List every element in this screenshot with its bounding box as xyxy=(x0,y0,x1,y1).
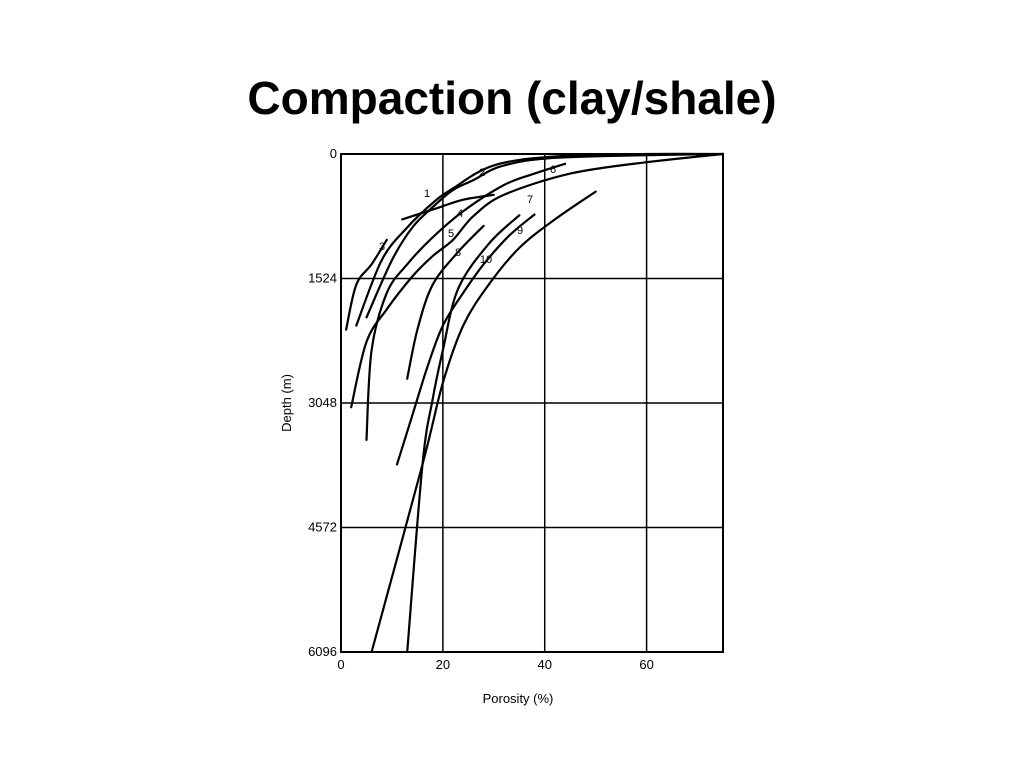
series-label-4: 4 xyxy=(457,208,463,220)
x-tick-label: 40 xyxy=(537,657,551,672)
slide-title: Compaction (clay/shale) xyxy=(247,72,777,124)
series-line-2 xyxy=(365,152,725,319)
series-label-7: 7 xyxy=(527,194,533,206)
x-tick-label: 0 xyxy=(337,657,344,672)
series-line-8 xyxy=(406,214,521,654)
series-labels: 1 2 3 45 6 7 8 9 10 xyxy=(379,164,556,266)
x-tick-labels: 0 20 40 60 xyxy=(337,657,653,672)
y-axis-label: Depth (m) xyxy=(279,374,294,432)
series-line-1 xyxy=(355,152,725,327)
series-label-2: 2 xyxy=(479,167,485,179)
series-line-6 xyxy=(365,162,567,441)
series-label-3: 3 xyxy=(379,241,385,253)
series-line-9 xyxy=(370,190,597,654)
series-label-10: 10 xyxy=(480,254,492,266)
series-label-8: 8 xyxy=(455,247,461,259)
series-label-5: 5 xyxy=(448,228,454,240)
y-tick-label: 1524 xyxy=(308,271,337,286)
series-label-1: 1 xyxy=(424,188,430,200)
y-tick-label: 4572 xyxy=(308,520,337,535)
x-axis-label: Porosity (%) xyxy=(483,691,554,706)
series-label-6: 6 xyxy=(550,164,556,176)
y-tick-label: 0 xyxy=(330,146,337,161)
grid-lines xyxy=(341,154,723,652)
y-tick-labels: 0 1524 3048 4572 6096 xyxy=(308,146,337,659)
y-tick-label: 6096 xyxy=(308,644,337,659)
series-line-4 xyxy=(401,193,495,221)
series-label-9: 9 xyxy=(517,225,523,237)
series-lines xyxy=(345,152,725,654)
series-line-10 xyxy=(406,224,485,380)
series-line-3 xyxy=(345,238,388,331)
x-tick-label: 60 xyxy=(639,657,653,672)
x-tick-label: 20 xyxy=(436,657,450,672)
series-line-5 xyxy=(350,152,725,409)
y-tick-label: 3048 xyxy=(308,395,337,410)
